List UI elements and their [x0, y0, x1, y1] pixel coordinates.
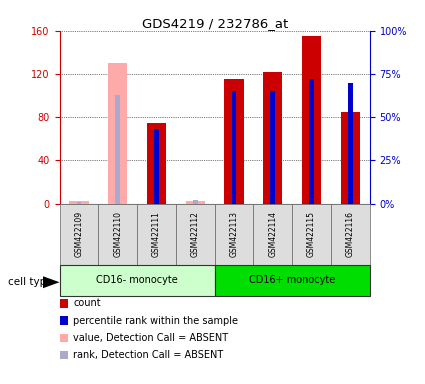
Text: GSM422115: GSM422115: [307, 211, 316, 257]
Bar: [292, 204, 331, 265]
Text: GSM422114: GSM422114: [268, 211, 277, 257]
Bar: [186, 201, 205, 204]
Bar: [137, 204, 176, 265]
Bar: [193, 200, 198, 204]
Text: value, Detection Call = ABSENT: value, Detection Call = ABSENT: [73, 333, 228, 343]
Text: GSM422111: GSM422111: [152, 211, 161, 257]
Text: CD16+ monocyte: CD16+ monocyte: [249, 275, 335, 285]
Text: GSM422113: GSM422113: [230, 211, 238, 257]
Text: GSM422116: GSM422116: [346, 211, 355, 257]
Bar: [60, 265, 215, 296]
Text: GSM422110: GSM422110: [113, 211, 122, 257]
Title: GDS4219 / 232786_at: GDS4219 / 232786_at: [142, 17, 288, 30]
Bar: [154, 129, 159, 204]
Bar: [341, 112, 360, 204]
Bar: [309, 79, 314, 204]
Text: percentile rank within the sample: percentile rank within the sample: [73, 316, 238, 326]
Bar: [69, 201, 88, 204]
Bar: [98, 204, 137, 265]
Bar: [270, 91, 275, 204]
Bar: [115, 95, 120, 204]
Bar: [147, 122, 166, 204]
Bar: [215, 204, 253, 265]
Text: CD16- monocyte: CD16- monocyte: [96, 275, 178, 285]
Text: GSM422112: GSM422112: [191, 211, 200, 257]
Bar: [224, 79, 244, 204]
Bar: [302, 36, 321, 204]
Text: rank, Detection Call = ABSENT: rank, Detection Call = ABSENT: [73, 350, 224, 360]
Bar: [108, 63, 128, 204]
Text: GSM422109: GSM422109: [74, 211, 83, 257]
Bar: [215, 265, 370, 296]
Bar: [76, 202, 81, 204]
Bar: [253, 204, 292, 265]
Bar: [263, 72, 283, 204]
Bar: [348, 83, 353, 204]
Bar: [331, 204, 370, 265]
Bar: [60, 204, 98, 265]
Bar: [232, 91, 236, 204]
Text: cell type: cell type: [8, 277, 53, 287]
Bar: [176, 204, 215, 265]
Polygon shape: [42, 276, 60, 288]
Text: count: count: [73, 298, 101, 308]
